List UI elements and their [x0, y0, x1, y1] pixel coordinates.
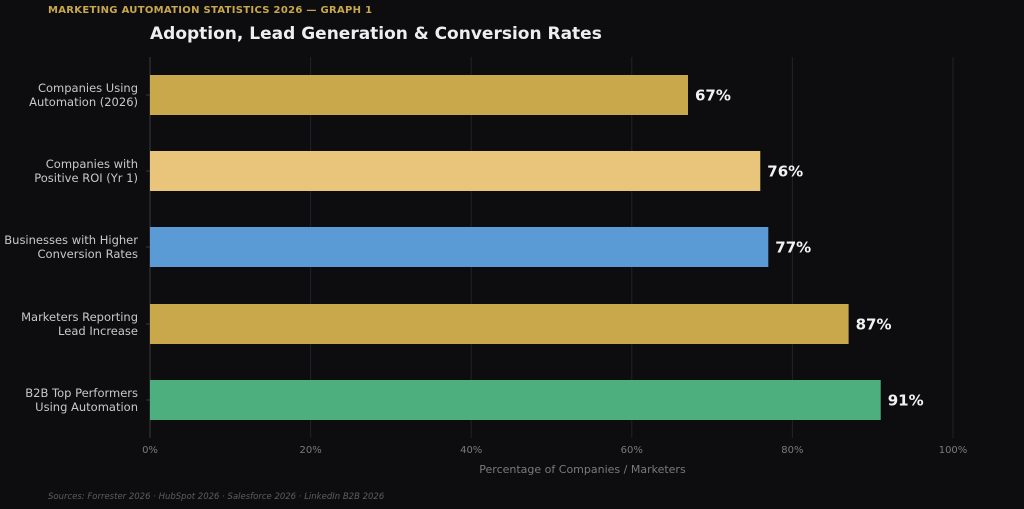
category-label: Using Automation: [35, 400, 138, 414]
x-tick-label: 80%: [781, 445, 803, 456]
category-label: Lead Increase: [58, 324, 138, 338]
category-label: Companies with: [46, 157, 138, 171]
category-label: Conversion Rates: [38, 247, 139, 261]
bar: [150, 227, 769, 267]
bar: [150, 380, 881, 420]
bar: [150, 75, 689, 115]
category-label: Marketers Reporting: [21, 310, 138, 324]
bar-value-label: 77%: [775, 239, 811, 257]
category-label: Automation (2026): [29, 95, 138, 109]
bar: [150, 151, 761, 191]
bar-value-label: 67%: [695, 87, 731, 105]
category-label: Companies Using: [38, 81, 138, 95]
chart-title: Adoption, Lead Generation & Conversion R…: [150, 24, 602, 44]
bar-value-label: 91%: [888, 392, 924, 410]
x-tick-label: 40%: [460, 445, 482, 456]
x-tick-label: 20%: [299, 445, 321, 456]
category-label: Positive ROI (Yr 1): [34, 171, 138, 185]
x-tick-label: 0%: [142, 445, 158, 456]
bar: [150, 304, 849, 344]
category-label: B2B Top Performers: [25, 386, 138, 400]
category-label: Businesses with Higher: [4, 233, 138, 247]
x-tick-label: 60%: [621, 445, 643, 456]
chart-kicker: MARKETING AUTOMATION STATISTICS 2026 — G…: [48, 5, 373, 16]
bar-value-label: 76%: [767, 163, 803, 181]
x-tick-label: 100%: [939, 445, 968, 456]
chart-sources: Sources: Forrester 2026 · HubSpot 2026 ·…: [48, 492, 385, 502]
bar-value-label: 87%: [856, 316, 892, 334]
x-axis-label: Percentage of Companies / Marketers: [479, 463, 686, 476]
